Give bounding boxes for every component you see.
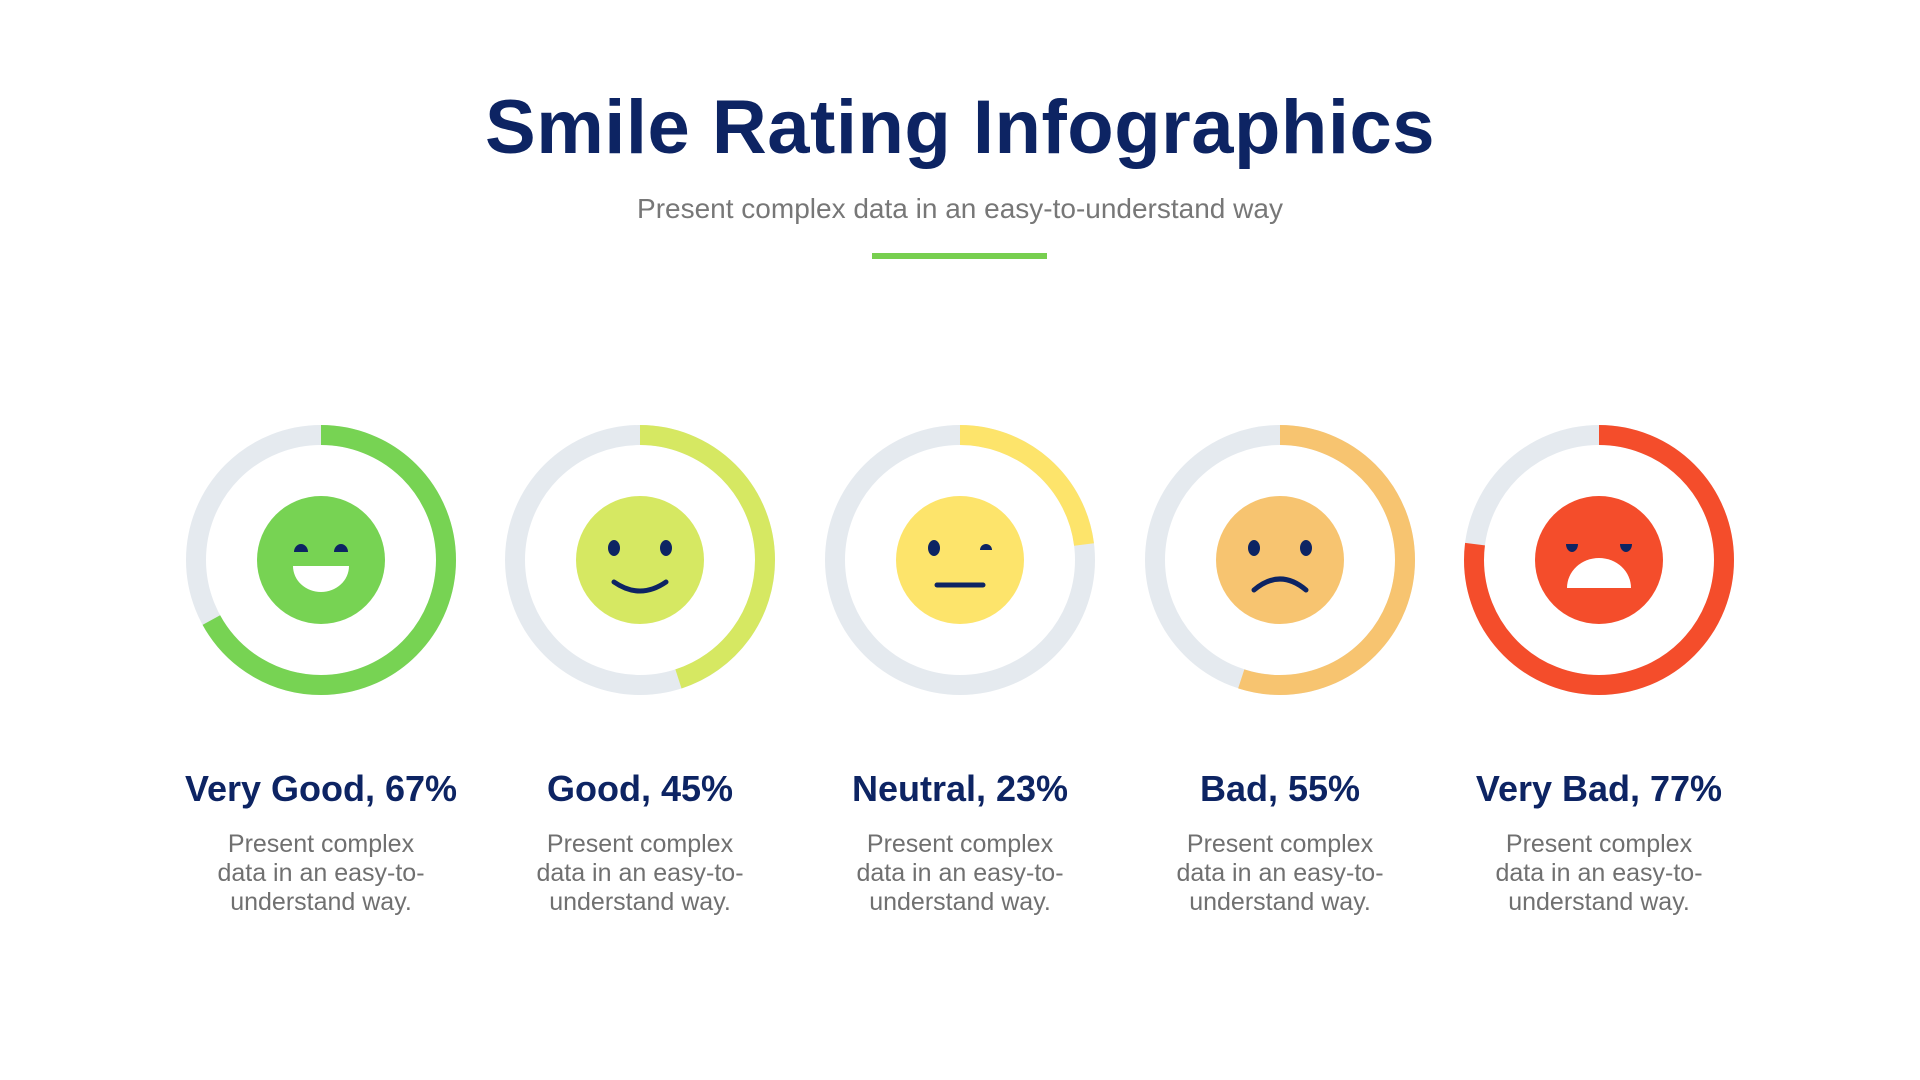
very-happy-face-icon: [257, 496, 385, 624]
rating-ring: [505, 425, 775, 695]
accent-divider: [872, 253, 1047, 259]
very-sad-face-icon: [1535, 496, 1663, 624]
rating-description: Present complex data in an easy-to-under…: [856, 830, 1064, 916]
rating-description: Present complex data in an easy-to-under…: [536, 830, 744, 916]
neutral-face-icon: [896, 496, 1024, 624]
rating-label: Bad, 55%: [1199, 768, 1361, 809]
rating-description: Present complex data in an easy-to-under…: [1176, 830, 1384, 916]
rating-label: Very Good, 67%: [184, 768, 458, 809]
rating-label: Very Bad, 77%: [1475, 768, 1723, 809]
ring-progress: [186, 425, 456, 695]
ring-progress: [1464, 425, 1734, 695]
ring-progress: [825, 425, 1095, 695]
smile-face-icon: [576, 496, 704, 624]
rating-ring: [1145, 425, 1415, 695]
rating-ring: [186, 425, 456, 695]
rating-ring: [1464, 425, 1734, 695]
rating-description: Present complex data in an easy-to-under…: [1495, 830, 1703, 916]
rating-label: Neutral, 23%: [851, 768, 1069, 809]
page-title: Smile Rating Infographics: [485, 85, 1435, 170]
rating-label: Good, 45%: [546, 768, 734, 809]
page-subtitle: Present complex data in an easy-to-under…: [637, 193, 1283, 224]
rating-ring: [825, 425, 1095, 695]
rating-description: Present complex data in an easy-to-under…: [217, 830, 425, 916]
ring-progress: [505, 425, 775, 695]
ring-progress: [1145, 425, 1415, 695]
sad-face-icon: [1216, 496, 1344, 624]
